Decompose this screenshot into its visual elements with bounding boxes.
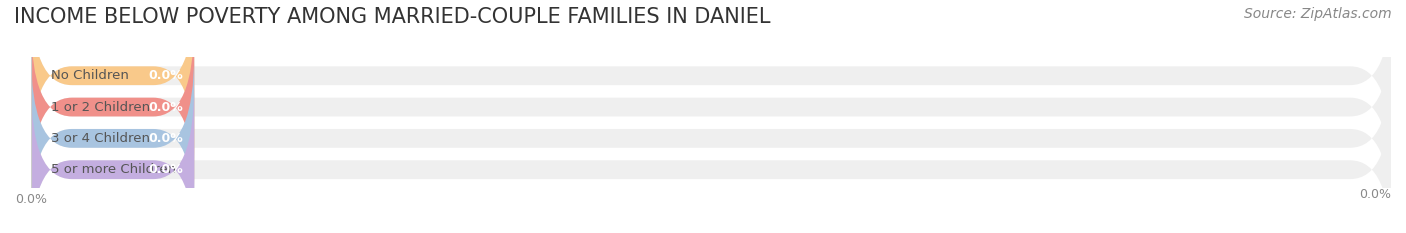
Text: 3 or 4 Children: 3 or 4 Children	[52, 132, 150, 145]
Text: No Children: No Children	[52, 69, 129, 82]
FancyBboxPatch shape	[31, 85, 194, 233]
Text: INCOME BELOW POVERTY AMONG MARRIED-COUPLE FAMILIES IN DANIEL: INCOME BELOW POVERTY AMONG MARRIED-COUPL…	[14, 7, 770, 27]
FancyBboxPatch shape	[31, 23, 1391, 192]
FancyBboxPatch shape	[31, 0, 194, 160]
FancyBboxPatch shape	[31, 0, 1391, 160]
Text: 1 or 2 Children: 1 or 2 Children	[52, 101, 150, 113]
Text: 0.0%: 0.0%	[149, 163, 183, 176]
FancyBboxPatch shape	[31, 54, 194, 223]
FancyBboxPatch shape	[31, 85, 1391, 233]
FancyBboxPatch shape	[31, 54, 1391, 223]
Text: 0.0%: 0.0%	[149, 101, 183, 113]
Text: 0.0%: 0.0%	[1360, 188, 1391, 202]
Text: 0.0%: 0.0%	[149, 69, 183, 82]
FancyBboxPatch shape	[31, 23, 194, 192]
Text: Source: ZipAtlas.com: Source: ZipAtlas.com	[1244, 7, 1392, 21]
Text: 5 or more Children: 5 or more Children	[52, 163, 177, 176]
Text: 0.0%: 0.0%	[149, 132, 183, 145]
